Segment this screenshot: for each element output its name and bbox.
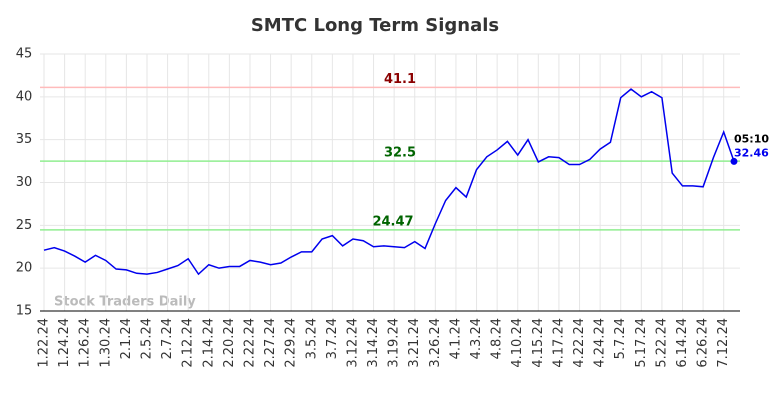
watermark: Stock Traders Daily [54,295,196,310]
x-tick-label: 5.7.24 [613,318,628,359]
x-tick-label: 4.22.24 [572,318,587,368]
x-tick-label: 1.24.24 [57,318,72,368]
grid [40,53,740,312]
y-tick-label: 35 [16,132,33,147]
y-tick-label: 40 [16,89,33,104]
x-tick-label: 2.20.24 [222,318,237,368]
last-time-label: 05:10 [734,132,769,145]
x-tick-label: 3.7.24 [325,318,340,359]
y-tick-label: 20 [16,261,33,276]
x-tick-label: 2.27.24 [263,318,278,368]
last-value-label: 32.46 [734,146,769,159]
y-tick-label: 45 [16,47,33,62]
x-tick-label: 3.21.24 [407,318,422,368]
x-tick-label: 1.22.24 [37,318,52,368]
x-tick-label: 2.5.24 [139,318,154,359]
x-tick-label: 1.30.24 [98,318,113,368]
y-tick-label: 15 [16,304,33,319]
x-tick-label: 4.17.24 [551,318,566,368]
x-tick-label: 6.14.24 [675,318,690,368]
x-tick-label: 3.5.24 [304,318,319,359]
x-tick-label: 2.22.24 [242,318,257,368]
x-tick-label: 2.1.24 [119,318,134,359]
x-tick-label: 2.29.24 [284,318,299,368]
price-line [43,88,735,276]
x-tick-label: 2.14.24 [201,318,216,368]
x-tick-label: 4.1.24 [448,318,463,359]
last-point [730,157,738,165]
x-tick-label: 5.17.24 [634,318,649,368]
x-tick-label: 4.24.24 [593,318,608,368]
x-tick-label: 1.26.24 [78,318,93,368]
x-tick-label: 7.12.24 [716,318,731,368]
x-tick-label: 4.15.24 [531,318,546,368]
chart-title: SMTC Long Term Signals [251,15,499,36]
x-tick-label: 3.19.24 [387,318,402,368]
signal-label: 41.1 [384,72,416,87]
x-tick-label: 4.8.24 [490,318,505,359]
x-tick-label: 2.12.24 [181,318,196,368]
signal-label: 24.47 [372,214,413,229]
x-tick-label: 3.26.24 [428,318,443,368]
x-tick-label: 6.26.24 [696,318,711,368]
x-tick-label: 3.12.24 [345,318,360,368]
x-tick-label: 4.10.24 [510,318,525,368]
x-tick-label: 4.3.24 [469,318,484,359]
x-tick-label: 3.14.24 [366,318,381,368]
x-tick-label: 5.22.24 [654,318,669,368]
y-tick-label: 25 [16,218,33,233]
signal-label: 32.5 [384,146,416,161]
x-tick-label: 2.7.24 [160,318,175,359]
y-tick-label: 30 [16,175,33,190]
